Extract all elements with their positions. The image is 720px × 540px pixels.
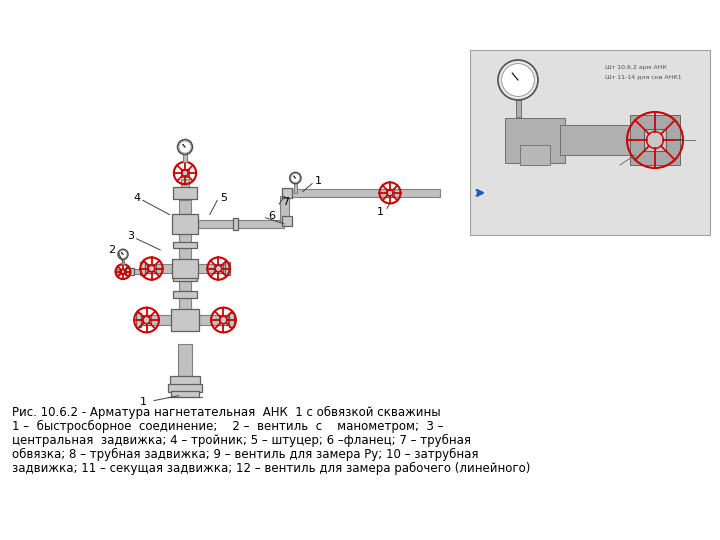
Bar [184,151,186,162]
Bar [225,262,230,275]
Bar [282,188,292,198]
Bar [145,264,172,273]
Bar [282,216,292,226]
Circle shape [118,249,128,259]
Bar [178,343,192,376]
Bar [280,196,289,221]
Bar [171,390,199,397]
Bar [179,248,192,259]
Bar [215,264,222,273]
Bar [140,315,171,325]
Text: Рис. 10.6.2 - Арматура нагнетательная  АНК  1 с обвязкой скважины: Рис. 10.6.2 - Арматура нагнетательная АН… [12,406,441,419]
Bar [174,187,197,199]
Bar [198,264,225,273]
Bar [505,118,565,163]
Bar [179,200,192,214]
Circle shape [498,60,538,100]
Bar [229,313,234,327]
Bar [199,315,230,325]
Text: 4: 4 [133,193,140,203]
Bar [470,50,710,235]
Bar [140,262,145,275]
Bar [219,315,228,325]
Bar [233,218,238,230]
Circle shape [178,139,192,154]
Bar [172,214,198,234]
Bar [179,233,192,242]
Text: 6: 6 [269,212,275,221]
Bar [133,269,143,274]
Bar [136,313,141,327]
Text: 3: 3 [127,231,134,241]
Text: 1: 1 [140,397,146,407]
Text: 1: 1 [377,206,384,217]
Bar [235,220,284,228]
Bar [174,275,197,281]
Bar [148,264,156,273]
Bar [520,145,550,165]
Bar [181,179,189,187]
Bar [179,298,192,309]
Bar [115,269,120,274]
Bar [174,242,197,248]
Bar [142,315,151,325]
Text: задвижка; 11 – секущая задвижка; 12 – вентиль для замера рабочего (линейного): задвижка; 11 – секущая задвижка; 12 – ве… [12,462,531,475]
Bar [174,292,197,298]
Text: 1 –  быстросборное  соединение;    2 –  вентиль  с    манометром;  3 –: 1 – быстросборное соединение; 2 – вентил… [12,420,444,433]
Bar [386,189,394,197]
Text: центральная  задвижка; 4 – тройник; 5 – штуцер; 6 –фланец; 7 – трубная: центральная задвижка; 4 – тройник; 5 – ш… [12,434,471,447]
Bar [181,169,189,177]
Circle shape [289,172,301,184]
Bar [560,125,670,155]
Text: 2: 2 [108,245,115,255]
Bar [294,182,297,193]
Circle shape [291,173,300,183]
Bar [179,281,192,292]
Bar [171,309,199,331]
Circle shape [179,141,191,153]
Bar [644,130,665,151]
Bar [168,384,202,392]
Text: 7: 7 [282,197,289,207]
Circle shape [502,64,534,97]
Bar [284,188,440,197]
Bar [172,259,198,279]
Text: обвязка; 8 – трубная задвижка; 9 – вентиль для замера Ру; 10 – затрубная: обвязка; 8 – трубная задвижка; 9 – венти… [12,448,479,461]
Bar [516,100,521,117]
Bar [198,220,233,228]
Text: Шт 10.6.2 арм АНК: Шт 10.6.2 арм АНК [605,64,667,70]
Text: 1: 1 [315,176,322,186]
Text: Шт 11-14 для скв АНК1: Шт 11-14 для скв АНК1 [605,75,682,79]
Circle shape [119,250,127,258]
Bar [120,269,126,274]
Bar [170,376,200,385]
Text: 5: 5 [220,193,227,203]
Bar [630,115,680,165]
Bar [122,258,125,264]
Bar [125,268,133,275]
